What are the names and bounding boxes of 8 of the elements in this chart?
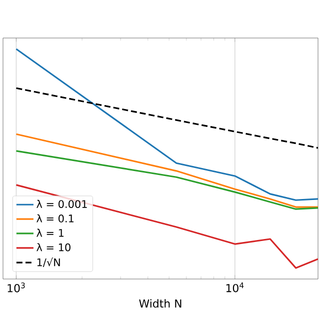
legend-label: λ = 0.001	[36, 200, 87, 208]
legend-label: λ = 1	[36, 228, 64, 237]
x-tick-label: 10$^{3}$	[8, 282, 25, 292]
x-tick-label: 10$^{4}$	[226, 282, 244, 292]
x-axis-title: Width N	[139, 299, 182, 308]
legend-label: λ = 10	[36, 243, 70, 252]
legend-label: λ = 0.1	[36, 214, 74, 222]
legend-label: 1/√N	[37, 258, 60, 268]
